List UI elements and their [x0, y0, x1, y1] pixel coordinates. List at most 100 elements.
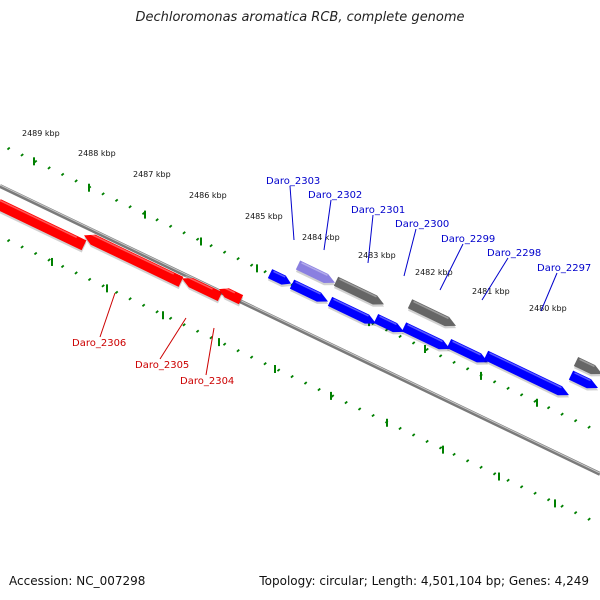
ruler-dot	[438, 446, 443, 450]
gene-daro-2300[interactable]	[401, 322, 453, 355]
gene-arrow-highlight	[379, 315, 397, 326]
gene-label-daro-2301[interactable]: Daro_2301	[351, 205, 405, 216]
ruler-dot	[398, 334, 402, 339]
gene-label-daro-2306[interactable]: Daro_2306	[72, 338, 126, 349]
gene-fwd-other-edge[interactable]	[573, 356, 600, 381]
gene-daro-2298[interactable]	[483, 350, 572, 402]
gene-arrow-body[interactable]	[401, 322, 452, 353]
ruler-dot	[33, 251, 38, 256]
gene-arrow-highlight	[273, 270, 286, 278]
gene-arrow-body[interactable]	[295, 260, 337, 288]
ruler-kbp-label: 2485 kbp	[245, 212, 283, 221]
ruler-dot	[587, 517, 591, 521]
gene-arrow-body[interactable]	[180, 274, 223, 302]
gene-label-daro-2297[interactable]: Daro_2297	[537, 263, 591, 274]
gene-daro-2297[interactable]	[568, 370, 600, 395]
gene-fwd-c[interactable]	[373, 313, 407, 339]
ruler-dot	[465, 459, 470, 463]
gene-leader-line	[481, 257, 509, 301]
ruler-dot	[492, 472, 497, 476]
ruler-dot	[114, 290, 119, 295]
genome-backbone-highlight	[0, 184, 600, 474]
gene-label-daro-2300[interactable]: Daro_2300	[395, 219, 449, 230]
ruler-dot	[6, 146, 11, 151]
gene-fwd-d[interactable]	[446, 339, 491, 369]
gene-leader-line	[159, 317, 187, 360]
ruler-dot	[141, 303, 146, 308]
ruler-dot	[236, 349, 240, 353]
gene-daro-2301[interactable]	[333, 276, 387, 311]
gene-daro-2303[interactable]	[267, 269, 294, 290]
ruler-dot	[452, 360, 456, 365]
ruler-dot	[587, 425, 591, 429]
ruler-dot	[303, 381, 308, 385]
gene-arrow-highlight	[407, 324, 443, 343]
gene-arrow-body[interactable]	[289, 279, 330, 306]
genome-backbone	[0, 184, 600, 476]
ruler-kbp-label: 2480 kbp	[529, 304, 567, 313]
gene-arrow-body[interactable]	[407, 299, 458, 330]
gene-label-daro-2304[interactable]: Daro_2304	[180, 376, 234, 387]
ruler-dot	[6, 238, 11, 243]
ruler-dot	[519, 485, 524, 489]
ruler-dot	[128, 205, 132, 209]
ruler-dot	[20, 153, 24, 157]
ruler-dot	[573, 511, 578, 515]
gene-arrow-body[interactable]	[217, 285, 244, 305]
gene-label-daro-2302[interactable]: Daro_2302	[308, 190, 362, 201]
map-title: Dechloromonas aromatica RCB, complete ge…	[135, 10, 465, 25]
gene-label-daro-2298[interactable]: Daro_2298	[487, 248, 541, 259]
gene-arrow-body[interactable]	[82, 230, 184, 287]
gene-arrow-body[interactable]	[0, 195, 87, 251]
ruler-dot	[155, 310, 159, 314]
gene-daro-2306-extra[interactable]	[0, 195, 87, 253]
ruler-dot	[155, 218, 159, 222]
ruler-dot	[479, 465, 483, 470]
gene-fwd-b[interactable]	[327, 296, 379, 330]
gene-leader-line	[323, 199, 332, 251]
gene-arrow-body[interactable]	[568, 370, 600, 393]
ruler-dot	[425, 347, 429, 352]
ruler-dot	[101, 284, 105, 288]
gene-daro-2299[interactable]	[407, 299, 459, 332]
ruler-dot	[60, 172, 65, 177]
gene-arrow-body[interactable]	[373, 313, 406, 336]
gene-arrow-body[interactable]	[267, 269, 293, 288]
gene-label-daro-2299[interactable]: Daro_2299	[441, 234, 495, 245]
gene-daro-2302[interactable]	[295, 260, 338, 290]
gene-arrow-highlight	[339, 278, 377, 298]
gene-label-daro-2303[interactable]: Daro_2303	[266, 176, 320, 187]
ruler-dot	[60, 264, 65, 269]
gene-arrow-highlight	[413, 300, 449, 320]
gene-leader-line	[99, 292, 116, 338]
ruler-dot	[236, 257, 240, 261]
ruler-kbp-label: 2484 kbp	[302, 233, 340, 242]
gene-daro-2305[interactable]	[179, 274, 223, 304]
gene-arrow-body[interactable]	[327, 296, 378, 328]
ruler-dot	[276, 368, 281, 372]
ruler-dot	[222, 342, 227, 346]
gene-arrow-body[interactable]	[483, 350, 571, 400]
gene-arrow-highlight	[452, 340, 481, 356]
ruler-dot	[209, 336, 213, 340]
gene-daro-2306[interactable]	[81, 230, 185, 290]
ruler-dot	[209, 244, 213, 248]
ruler-dot	[33, 159, 38, 164]
ruler-dot	[560, 412, 564, 416]
ruler-dot	[168, 316, 173, 320]
ruler-dot	[74, 271, 78, 275]
gene-label-daro-2305[interactable]: Daro_2305	[135, 360, 189, 371]
gene-arrow-body[interactable]	[573, 356, 600, 378]
ruler-dot	[182, 323, 186, 327]
gene-arrow-highlight	[489, 352, 562, 389]
gene-daro-2304[interactable]	[216, 285, 244, 307]
gene-fwd-a[interactable]	[289, 279, 331, 309]
ruler-dot	[263, 269, 267, 274]
ruler-dot	[546, 498, 551, 502]
gene-arrow-body[interactable]	[446, 339, 490, 367]
ruler-dot	[357, 407, 362, 411]
ruler-dot	[195, 329, 200, 333]
ruler-kbp-label: 2486 kbp	[189, 191, 227, 200]
gene-arrow-body[interactable]	[333, 276, 386, 309]
